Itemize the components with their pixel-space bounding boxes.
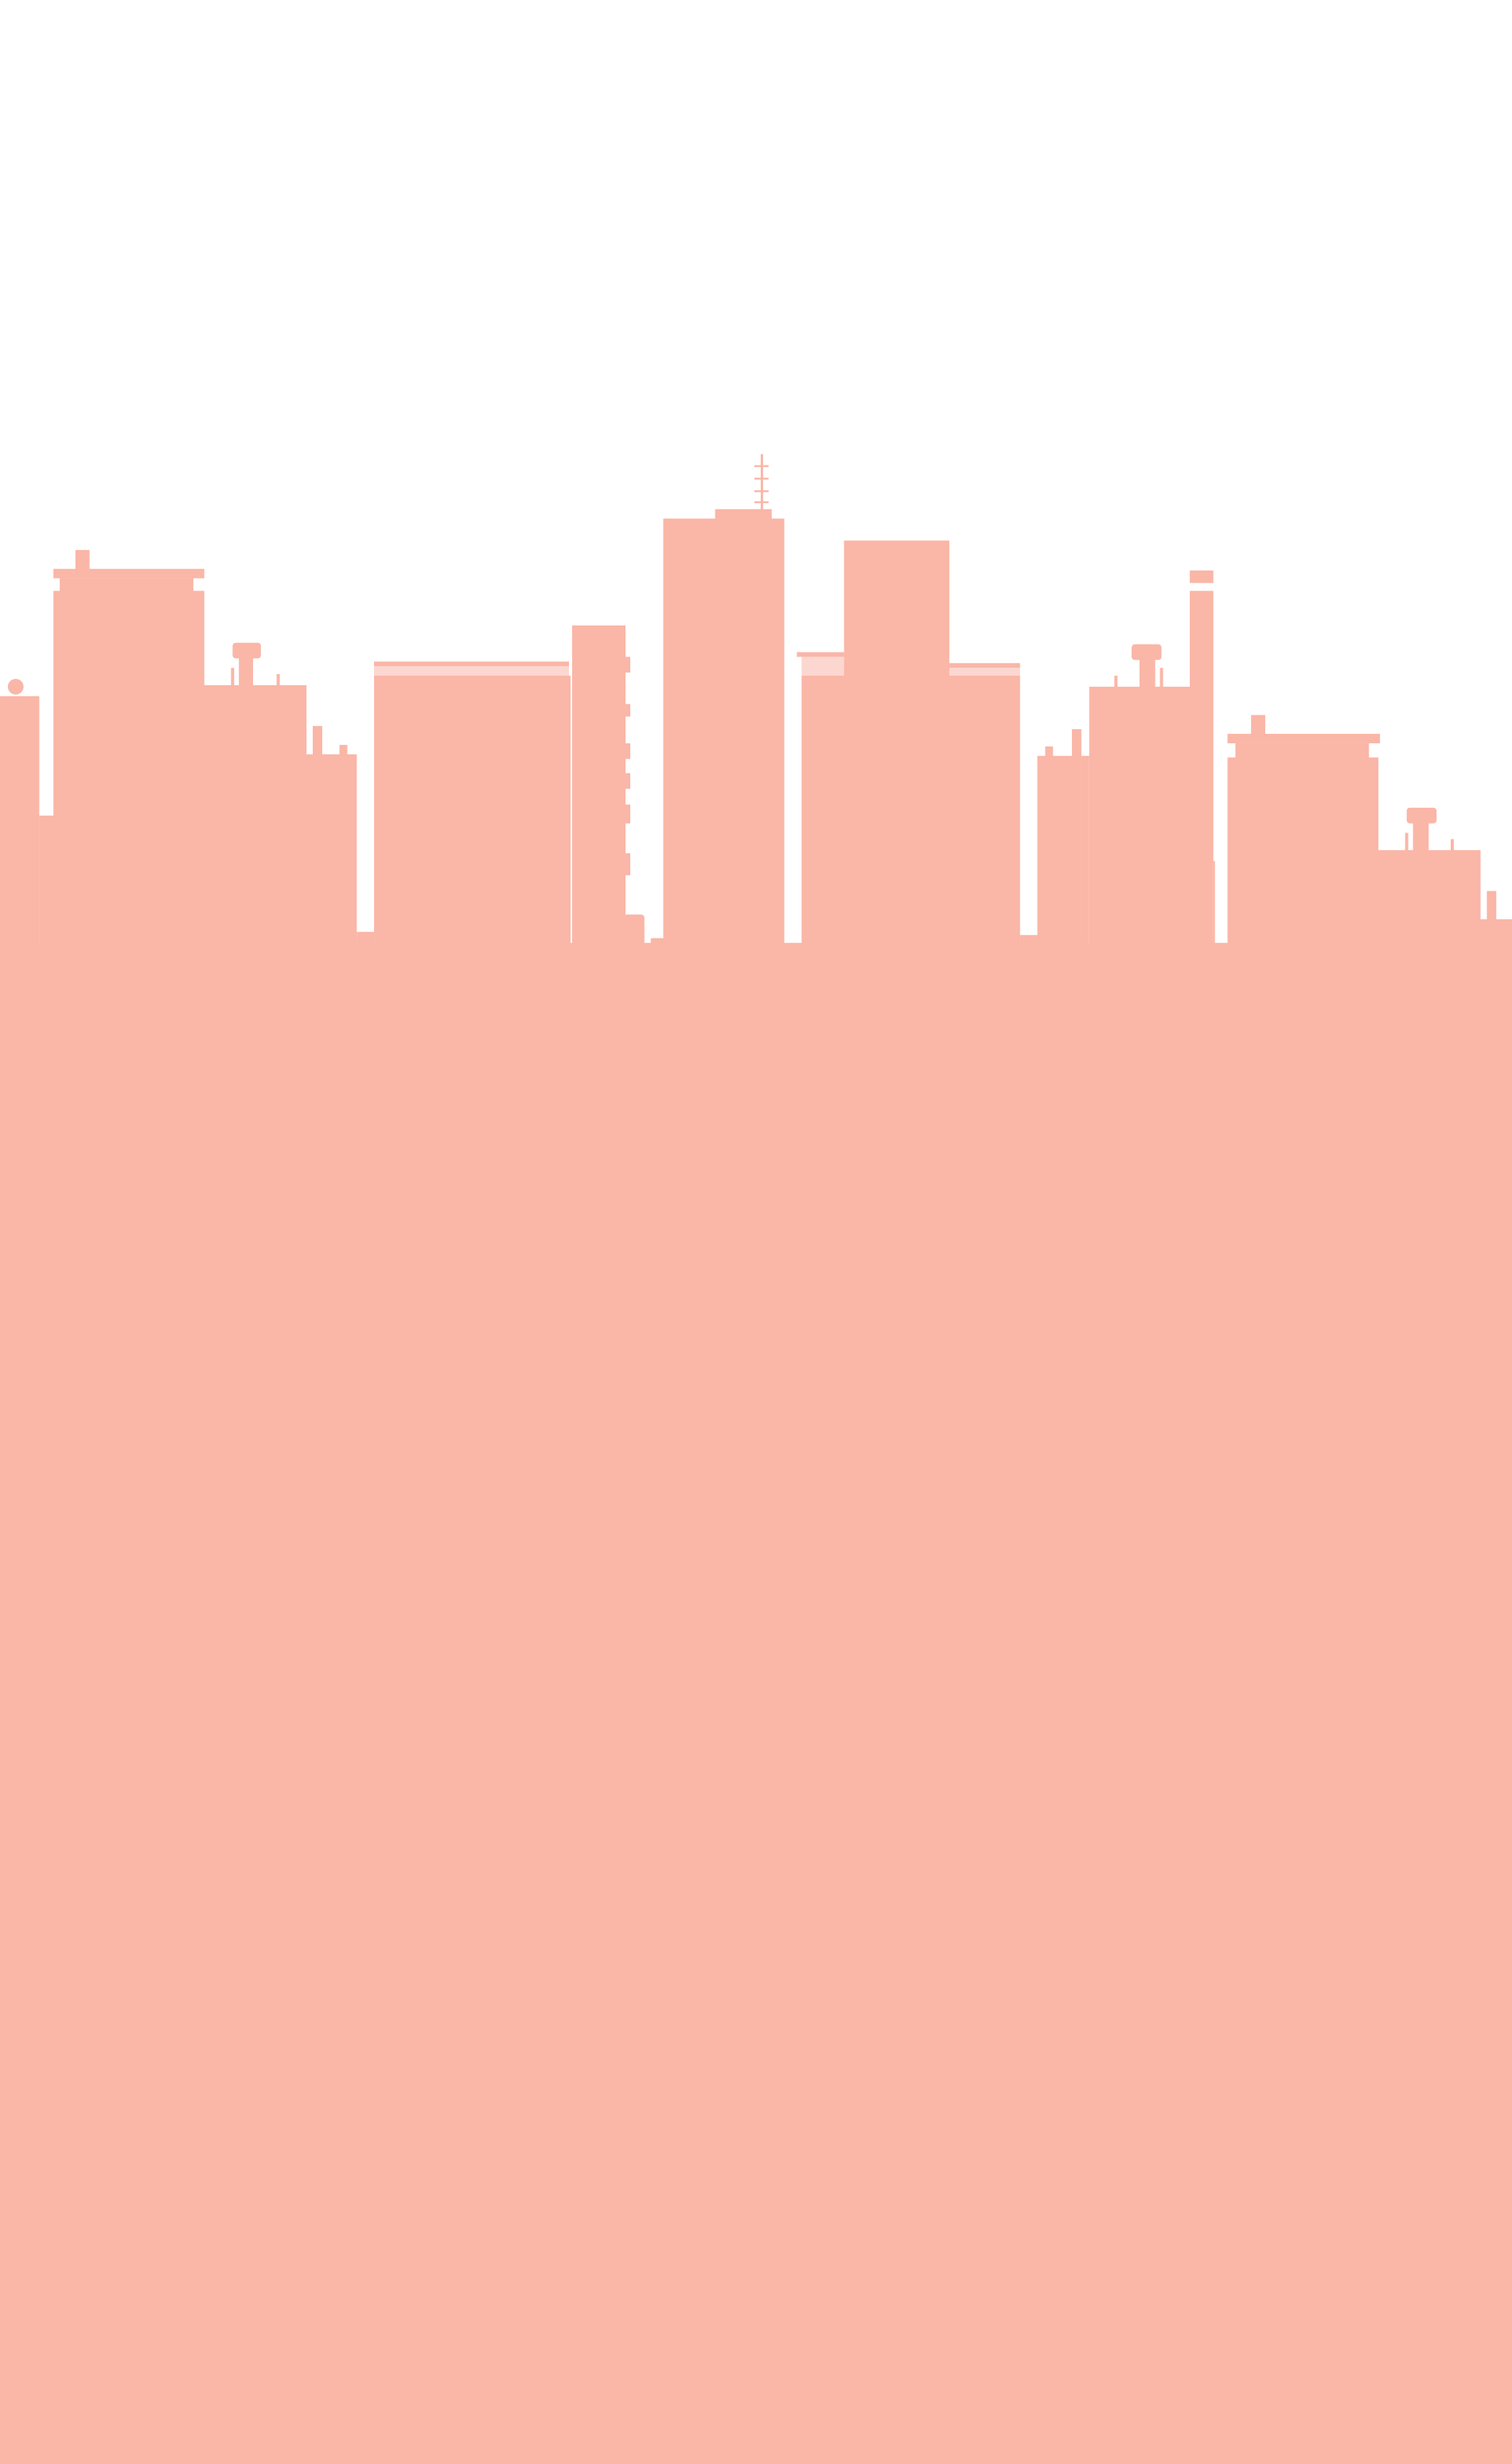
building-small <box>624 914 645 948</box>
building-left-low-2 <box>305 754 357 948</box>
rooftop-antenna <box>1159 668 1163 688</box>
rooftop-antenna <box>276 674 280 687</box>
tower-step <box>624 704 630 717</box>
roof-railing-posts <box>949 668 1020 678</box>
building-left-tall-roof <box>53 568 205 579</box>
water-tank-stem <box>239 657 253 688</box>
antenna-bar <box>754 465 769 467</box>
building-far-left <box>0 696 40 948</box>
building-far-right <box>1227 757 1379 978</box>
building-stepped-tower <box>571 625 626 948</box>
building-left-tall-cap <box>60 578 193 595</box>
water-tank-stem <box>1139 657 1155 688</box>
rooftop-dome <box>7 678 24 695</box>
rooftop-chimney <box>1071 729 1081 759</box>
rooftop-chimney <box>339 744 348 758</box>
rooftop-antenna <box>1405 832 1409 852</box>
tower-step <box>624 853 630 875</box>
building-far-right-low <box>1377 850 1481 948</box>
building-gap-low <box>1019 934 1038 948</box>
central-tower-crown <box>715 509 772 522</box>
building-small <box>650 938 665 948</box>
building-center-right <box>801 676 1020 948</box>
building-right-tall-cap <box>1190 570 1214 583</box>
silhouette-group <box>0 454 1512 2464</box>
rooftop-chimney <box>1487 891 1497 923</box>
water-tank <box>1406 807 1437 824</box>
building-center-right-tower <box>844 540 949 682</box>
roof-railing-posts <box>801 657 844 676</box>
rooftop-box <box>1251 715 1265 738</box>
antenna-bar <box>754 501 769 504</box>
roof-railing <box>374 661 569 667</box>
roof-railing <box>797 652 844 657</box>
building-edge-right <box>1480 919 1512 948</box>
building-center-left <box>374 676 571 948</box>
building-left-low <box>39 815 56 948</box>
rooftop-antenna <box>231 668 235 687</box>
water-tank <box>1132 644 1162 661</box>
rooftop-antenna <box>1450 839 1454 852</box>
roof-railing <box>949 663 1020 669</box>
tower-step <box>624 657 630 673</box>
building-far-right-roof <box>1227 734 1381 743</box>
building-right-mid <box>1089 686 1192 948</box>
tower-step <box>624 743 630 759</box>
rooftop-chimney <box>1045 746 1054 759</box>
rooftop-box <box>75 550 90 572</box>
building-central-tower <box>663 518 785 948</box>
building-left-mid <box>202 684 307 948</box>
building-gap-low <box>1213 861 1215 948</box>
antenna-bar <box>754 490 769 493</box>
tower-step <box>624 773 630 789</box>
building-left-tall <box>53 591 205 948</box>
building-far-right-cap <box>1235 743 1370 759</box>
building-right-tall <box>1190 591 1214 948</box>
sky-background <box>0 0 1512 478</box>
water-tank <box>232 642 261 659</box>
antenna-mast <box>760 454 763 511</box>
rooftop-chimney <box>313 726 322 758</box>
tower-step <box>624 804 630 824</box>
roof-railing-posts <box>374 666 569 676</box>
rooftop-antenna <box>1114 676 1118 688</box>
building-right-low <box>1037 755 1089 948</box>
building-gap-low <box>357 931 375 948</box>
ground-mass <box>0 942 1512 2464</box>
water-tank-stem <box>1413 820 1429 852</box>
antenna-bar <box>754 478 769 480</box>
